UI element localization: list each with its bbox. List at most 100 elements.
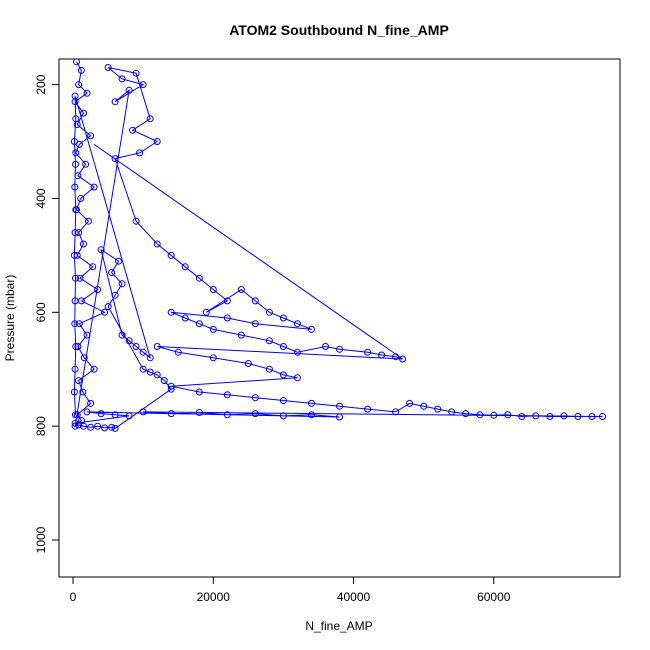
data-point	[139, 81, 147, 89]
plot-frame	[58, 58, 621, 578]
data-point	[80, 240, 87, 248]
data-point	[82, 160, 90, 168]
data-point	[251, 394, 259, 402]
data-point	[136, 149, 144, 157]
data-point	[76, 274, 84, 282]
data-point	[434, 405, 442, 413]
y-axis: 200 400 600 800 1000	[34, 74, 60, 553]
data-point	[71, 320, 79, 328]
data-point	[71, 92, 79, 100]
y-tick-label: 600	[34, 302, 48, 322]
data-point	[94, 422, 102, 430]
data-point	[399, 355, 407, 363]
x-axis: 0 20000 40000 60000	[70, 576, 511, 604]
data-point	[101, 424, 109, 432]
data-point	[89, 263, 97, 271]
data-point	[118, 331, 126, 339]
data-point	[80, 354, 88, 362]
data-point	[90, 183, 98, 191]
data-point	[83, 331, 91, 339]
data-point	[132, 69, 140, 77]
data-point	[139, 348, 147, 356]
data-point	[265, 308, 273, 316]
data-point	[251, 320, 259, 328]
data-point	[72, 274, 79, 282]
data-point	[293, 348, 301, 356]
data-point	[71, 297, 79, 305]
data-point	[108, 423, 116, 431]
data-point	[125, 337, 133, 345]
data-point	[129, 126, 137, 134]
data-point	[308, 325, 315, 333]
data-point	[293, 374, 301, 382]
data-point	[94, 286, 102, 293]
data-point	[336, 345, 343, 353]
data-point	[72, 115, 80, 123]
data-point	[71, 229, 79, 237]
data-point	[195, 409, 203, 416]
data-point	[73, 251, 81, 259]
y-tick-label: 800	[34, 416, 48, 436]
data-point	[125, 412, 133, 420]
data-point	[223, 411, 231, 419]
data-point	[153, 240, 161, 248]
data-point	[111, 291, 119, 299]
data-point	[167, 308, 175, 316]
data-point	[378, 351, 386, 359]
data-point	[146, 115, 154, 123]
y-tick-label: 400	[34, 188, 48, 208]
data-point	[97, 246, 105, 254]
data-point	[146, 368, 154, 376]
data-point	[336, 402, 343, 410]
data-point	[392, 353, 400, 361]
data-point	[167, 410, 175, 418]
data-point	[77, 195, 85, 202]
data-point	[265, 337, 273, 345]
x-axis-label: N_fine_AMP	[305, 619, 372, 633]
data-point	[518, 413, 526, 420]
data-point	[308, 399, 315, 407]
data-point	[146, 354, 154, 362]
y-axis-label: Pressure (mbar)	[3, 275, 17, 362]
data-point	[75, 421, 83, 429]
data-point	[104, 64, 112, 71]
data-point	[70, 138, 78, 145]
data-point	[72, 343, 80, 350]
data-point	[70, 251, 78, 259]
data-point	[209, 325, 217, 333]
data-point	[223, 314, 231, 322]
data-point	[209, 286, 217, 293]
data-point	[80, 422, 87, 430]
data-point	[160, 377, 168, 385]
data-point	[364, 348, 372, 356]
data-point	[237, 286, 245, 293]
series-line	[73, 61, 603, 429]
data-point	[132, 343, 140, 350]
data-point	[87, 399, 95, 407]
data-point	[251, 410, 259, 418]
data-point	[111, 98, 119, 106]
data-point	[181, 314, 189, 322]
data-point	[153, 138, 161, 145]
data-point	[153, 343, 161, 350]
data-point	[87, 132, 95, 140]
data-point	[71, 419, 79, 427]
data-point	[118, 75, 126, 83]
data-point	[560, 412, 568, 420]
data-point	[71, 365, 79, 373]
data-point	[77, 66, 85, 74]
data-point	[599, 413, 606, 420]
data-point	[83, 408, 91, 416]
data-point	[462, 410, 470, 418]
x-tick-label: 40000	[337, 590, 371, 604]
data-point	[73, 58, 80, 66]
series-line	[93, 143, 403, 360]
data-point	[87, 423, 95, 431]
data-point	[111, 155, 119, 163]
data-point	[265, 365, 273, 373]
data-point	[174, 348, 182, 356]
data-point	[118, 280, 126, 288]
data-point	[167, 382, 175, 390]
data-point	[75, 320, 83, 328]
data-point	[72, 411, 79, 419]
